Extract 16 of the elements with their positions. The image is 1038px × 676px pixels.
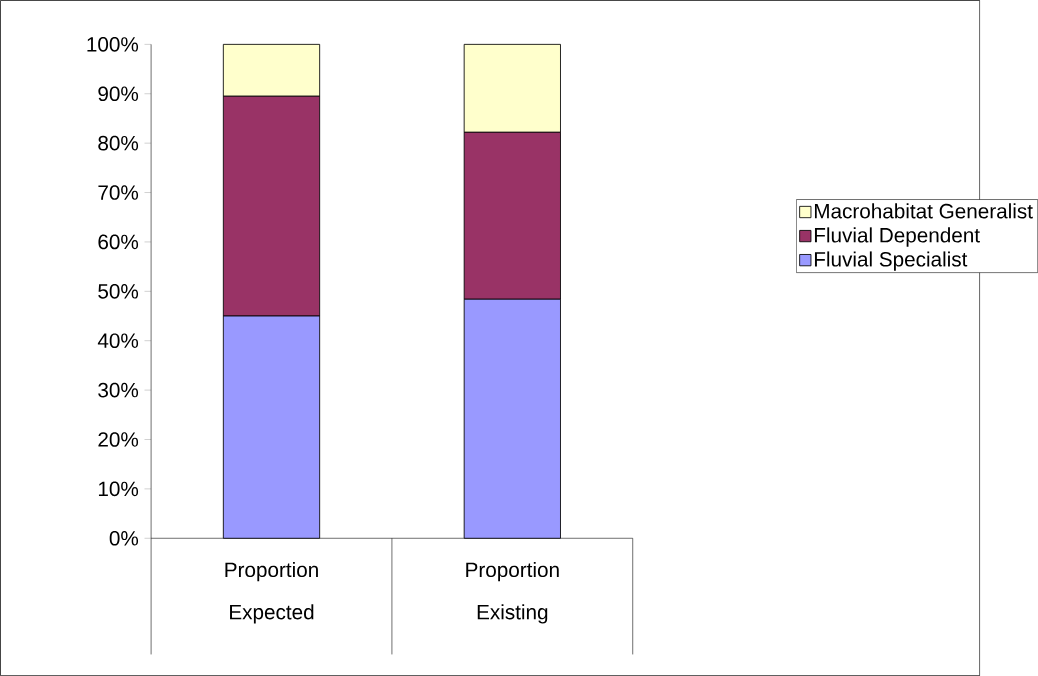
y-tick-label: 50% bbox=[98, 283, 139, 299]
y-tick-label: 100% bbox=[87, 36, 139, 52]
y-tick-label: 90% bbox=[98, 86, 139, 102]
x-tick-label: Proportion Existing bbox=[466, 561, 559, 624]
legend-label: Fluvial Specialist bbox=[814, 251, 968, 271]
y-tick-label: 80% bbox=[98, 135, 139, 151]
y-tick-label: 30% bbox=[98, 382, 139, 398]
y-tick-label: 40% bbox=[97, 333, 139, 348]
legend-label: Fluvial Dependent bbox=[814, 227, 980, 247]
x-tick-label: Proportion Expected bbox=[225, 561, 318, 624]
y-tick-label: 20% bbox=[98, 432, 139, 447]
y-tick-label: 0% bbox=[109, 530, 139, 546]
y-tick-label: 60% bbox=[98, 234, 139, 250]
y-tick-label: 10% bbox=[98, 481, 139, 497]
legend-label: Macrohabitat Generalist bbox=[814, 203, 1033, 219]
y-tick-label: 70% bbox=[98, 185, 139, 200]
